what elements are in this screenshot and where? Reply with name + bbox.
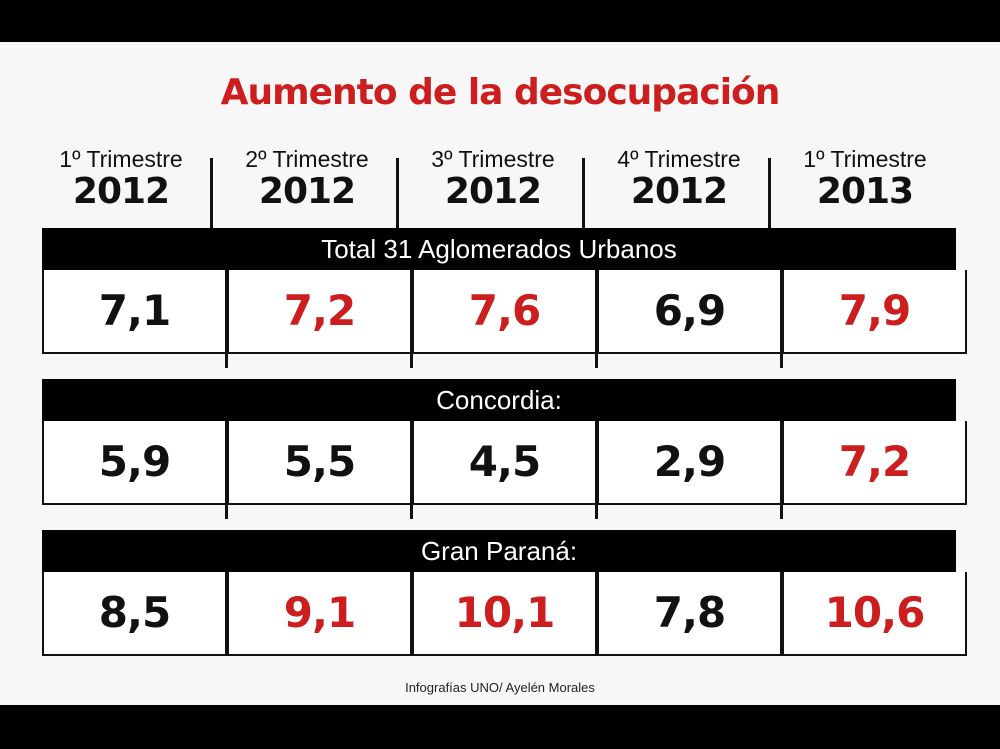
table-row: 8,5 9,1 10,1 7,8 10,6 bbox=[42, 572, 967, 658]
column-tick bbox=[780, 505, 783, 519]
column-year-label: 2012 bbox=[258, 171, 356, 212]
value-cell: 7,6 bbox=[412, 270, 597, 354]
table-row: 7,1 7,2 7,6 6,9 7,9 bbox=[42, 270, 967, 368]
column-tick bbox=[410, 505, 413, 519]
value-cell: 4,5 bbox=[412, 421, 597, 505]
column-quarter-label: 3º Trimestre bbox=[431, 146, 555, 172]
column-divider bbox=[768, 158, 771, 234]
column-year-label: 2012 bbox=[630, 171, 728, 212]
credit-text: Infografías UNO/ Ayelén Morales bbox=[405, 680, 595, 695]
value-cell: 6,9 bbox=[597, 270, 782, 354]
column-tick bbox=[595, 505, 598, 519]
column-header: 1º Trimestre 2012 bbox=[28, 146, 214, 212]
value-cell: 10,1 bbox=[412, 572, 597, 656]
value-cell: 9,1 bbox=[227, 572, 412, 656]
column-tick bbox=[225, 354, 228, 368]
value-cell: 7,8 bbox=[597, 572, 782, 656]
column-tick bbox=[595, 354, 598, 368]
value-cell: 5,9 bbox=[42, 421, 227, 505]
column-headers: 1º Trimestre 2012 2º Trimestre 2012 3º Trime… bbox=[28, 146, 958, 234]
column-header: 1º Trimestre 2013 bbox=[772, 146, 958, 212]
column-year-label: 2012 bbox=[444, 171, 542, 212]
value-cell: 2,9 bbox=[597, 421, 782, 505]
value-cell: 8,5 bbox=[42, 572, 227, 656]
value-cell: 7,9 bbox=[782, 270, 967, 354]
column-header: 3º Trimestre 2012 bbox=[400, 146, 586, 212]
value-cell: 10,6 bbox=[782, 572, 967, 656]
value-cell: 7,2 bbox=[782, 421, 967, 505]
column-quarter-label: 1º Trimestre bbox=[803, 146, 927, 172]
column-divider bbox=[396, 158, 399, 234]
value-cell: 5,5 bbox=[227, 421, 412, 505]
group-label: Total 31 Aglomerados Urbanos bbox=[42, 228, 956, 270]
column-divider bbox=[210, 158, 213, 234]
group-label: Gran Paraná: bbox=[42, 530, 956, 572]
group-label: Concordia: bbox=[42, 379, 956, 421]
column-year-label: 2013 bbox=[816, 171, 914, 212]
column-tick bbox=[780, 354, 783, 368]
chart-title: Aumento de la desocupación bbox=[220, 72, 781, 113]
column-header: 4º Trimestre 2012 bbox=[586, 146, 772, 212]
infographic-card: Aumento de la desocupación 1º Trimestre 2… bbox=[0, 42, 1000, 705]
column-quarter-label: 4º Trimestre bbox=[617, 146, 741, 172]
table-row: 5,9 5,5 4,5 2,9 7,2 bbox=[42, 421, 967, 519]
column-quarter-label: 1º Trimestre bbox=[59, 146, 183, 172]
column-tick bbox=[410, 354, 413, 368]
value-cell: 7,2 bbox=[227, 270, 412, 354]
column-header: 2º Trimestre 2012 bbox=[214, 146, 400, 212]
value-cell: 7,1 bbox=[42, 270, 227, 354]
column-quarter-label: 2º Trimestre bbox=[245, 146, 369, 172]
column-divider bbox=[582, 158, 585, 234]
column-tick bbox=[225, 505, 228, 519]
column-year-label: 2012 bbox=[72, 171, 170, 212]
